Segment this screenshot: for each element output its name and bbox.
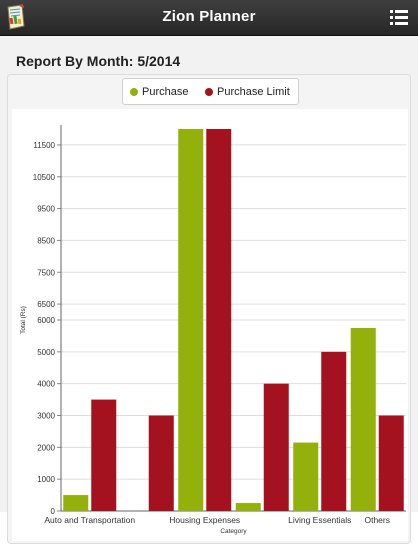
y-tick-label: 11500 (33, 141, 55, 150)
legend-swatch-purchase-limit (205, 87, 213, 96)
y-tick-label: 10500 (33, 173, 56, 182)
chart-area: 0 1000 2000 3000 4000 5000 6000 6500 7500 8500 950… (12, 109, 408, 541)
y-tick-label: 4000 (37, 380, 55, 389)
bar-purchase-limit (378, 415, 404, 511)
app-title: Zion Planner (162, 8, 256, 25)
y-tick-label: 3000 (37, 412, 55, 421)
x-tick-label: Housing Expenses (169, 515, 240, 525)
legend-item-purchase-limit[interactable]: Purchase Limit (205, 86, 290, 98)
y-tick-label: 9500 (37, 205, 55, 214)
legend-swatch-purchase (130, 87, 138, 96)
y-tick-label: 6000 (37, 316, 55, 325)
chart-legend: Purchase Purchase Limit (122, 78, 299, 105)
bar-purchase-limit (91, 399, 117, 511)
bar-purchase-limit (148, 415, 174, 511)
chart-panel: Purchase Purchase Limit 0 1000 2000 3000 400… (7, 74, 411, 544)
bar-purchase (63, 495, 89, 511)
y-tick-label: 1000 (37, 475, 55, 484)
bar-chart: 0100020003000400050006000650075008500950… (20, 125, 406, 535)
planner-notebook-icon[interactable] (4, 4, 26, 30)
legend-item-purchase[interactable]: Purchase (130, 86, 188, 98)
bar-purchase (293, 442, 319, 511)
bar-purchase-limit (263, 383, 289, 511)
bar-purchase (235, 503, 261, 511)
y-tick-label: 6500 (37, 300, 55, 309)
x-tick-label: Auto and Transportation (44, 515, 135, 525)
bar-purchase (178, 129, 204, 511)
x-tick-label: Living Essentials (288, 515, 351, 525)
bar-purchase-limit (206, 129, 232, 511)
app-header: Zion Planner (0, 0, 418, 36)
y-tick-label: 2000 (37, 443, 55, 452)
report-title: Report By Month: 5/2014 (16, 53, 181, 69)
x-axis-title: Category (220, 528, 247, 535)
list-menu-icon[interactable] (390, 10, 408, 25)
bar-purchase (350, 327, 376, 511)
legend-label-purchase: Purchase (142, 86, 189, 98)
bar-purchase-limit (321, 351, 347, 511)
legend-label-purchase-limit: Purchase Limit (217, 86, 290, 98)
main-content: Report By Month: 5/2014 Purchase Purchas… (0, 36, 418, 544)
y-tick-label: 5000 (37, 348, 55, 357)
x-tick-label: Others (364, 515, 390, 525)
y-tick-label: 7500 (37, 268, 55, 277)
y-tick-label: 8500 (37, 236, 55, 245)
y-axis-title: Total (Rs) (20, 306, 27, 334)
